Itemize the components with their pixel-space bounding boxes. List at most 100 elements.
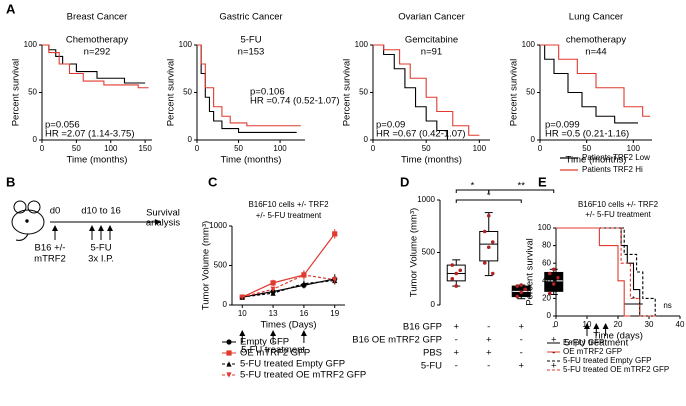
marker bbox=[332, 231, 338, 237]
marker bbox=[270, 290, 276, 296]
sig-label: * bbox=[487, 191, 491, 202]
data-point bbox=[490, 271, 495, 276]
survival-curve bbox=[540, 44, 638, 124]
y-tick-label: 80 bbox=[542, 241, 551, 250]
y-tick-label: 100 bbox=[24, 40, 38, 49]
sig-bracket bbox=[455, 199, 522, 203]
data-point bbox=[551, 267, 556, 272]
y-axis-label: Percent survival bbox=[11, 59, 22, 127]
diagram-label: 5-FU bbox=[90, 243, 111, 254]
marker bbox=[270, 280, 276, 286]
survival-curve bbox=[556, 227, 659, 317]
panel-label: D bbox=[400, 174, 409, 189]
legend-label: Patients TRF2 Low bbox=[582, 153, 650, 162]
diagram-label: Survival bbox=[146, 208, 180, 219]
y-tick-label: 50 bbox=[28, 88, 37, 97]
x-tick-label: 100 bbox=[473, 144, 487, 153]
survival-curve bbox=[197, 44, 297, 133]
data-point bbox=[523, 287, 528, 292]
chart-title: B16F10 cells +/- TRF2 bbox=[248, 200, 329, 209]
table-cell: - bbox=[552, 348, 555, 359]
x-axis-label: Time (months) bbox=[221, 155, 282, 166]
table-row-label: B16 GFP bbox=[403, 322, 442, 333]
table-cell: - bbox=[487, 322, 490, 333]
diagram-label: analysis bbox=[146, 218, 181, 229]
survival-curve bbox=[373, 44, 459, 141]
chart-subtitle: Chemotherapy bbox=[66, 35, 129, 46]
table-cell: + bbox=[518, 361, 524, 372]
stat-annotation: HR =0.67 (0.42-1.07) bbox=[376, 129, 466, 140]
table-cell: - bbox=[520, 335, 523, 346]
chart-title: Ovarian Cancer bbox=[398, 12, 465, 23]
y-axis-label: Percent survival bbox=[166, 59, 177, 127]
stat-annotation: p=0.099 bbox=[545, 120, 580, 131]
y-tick-label: 1000 bbox=[209, 221, 227, 230]
survival-curve bbox=[197, 44, 301, 127]
y-tick-label: 50 bbox=[526, 88, 535, 97]
y-axis-label: Percent survival bbox=[525, 238, 536, 306]
x-tick-label: 20 bbox=[614, 320, 623, 329]
table-cell: - bbox=[552, 322, 555, 333]
table-cell: + bbox=[486, 348, 492, 359]
x-tick-label: 50 bbox=[582, 144, 591, 153]
y-tick-label: 0 bbox=[531, 135, 536, 144]
legend-label: Empty GFP bbox=[563, 338, 604, 347]
stat-annotation: p=0.09 bbox=[376, 120, 405, 131]
diagram-label: B16 +/- bbox=[35, 243, 66, 254]
data-point bbox=[454, 284, 459, 288]
y-tick-label: 20 bbox=[542, 294, 551, 303]
stat-annotation: HR =2.07 (1.14-3.75) bbox=[45, 129, 135, 140]
chart-title: Gastric Cancer bbox=[219, 12, 282, 23]
data-point bbox=[515, 284, 520, 288]
y-tick-label: 50 bbox=[183, 88, 192, 97]
legend-label: 5-FU treated Empty GFP bbox=[240, 359, 345, 370]
series-line bbox=[242, 274, 335, 298]
marker bbox=[301, 281, 307, 287]
chart-n: n=44 bbox=[585, 47, 606, 58]
y-tick-label: 0 bbox=[33, 135, 38, 144]
y-tick-label: 50 bbox=[359, 88, 368, 97]
chart-subtitle: +/- 5-FU treatment bbox=[585, 210, 651, 219]
panel-label: A bbox=[6, 1, 16, 16]
legend-label: Patients TRF2 Hi bbox=[582, 165, 643, 174]
x-tick-label: 100 bbox=[627, 144, 641, 153]
survival-curve bbox=[556, 227, 631, 317]
y-tick-label: 0 bbox=[223, 300, 228, 309]
data-point bbox=[547, 291, 552, 296]
y-axis-label: Tumor Volume (mm³) bbox=[409, 208, 420, 297]
data-point bbox=[515, 294, 520, 299]
diagram-label: d10 to 16 bbox=[81, 206, 121, 217]
x-tick-label: 13 bbox=[269, 309, 278, 318]
stat-annotation: p=0.106 bbox=[250, 87, 285, 98]
table-row-label: 5-FU bbox=[421, 361, 442, 372]
data-point bbox=[551, 282, 556, 286]
x-tick-label: 0 bbox=[538, 144, 543, 153]
x-axis-label: Time (months) bbox=[67, 155, 128, 166]
legend-label: 5-FU treated OE mTRF2 GFP bbox=[563, 365, 669, 374]
stat-annotation: HR =0.5 (0.21-1.16) bbox=[545, 129, 629, 140]
x-tick-label: 0 bbox=[554, 320, 559, 329]
y-tick-label: 60 bbox=[542, 258, 551, 267]
legend-label: Empty GFP bbox=[240, 337, 289, 348]
chart-title: B16F10 cells +/- TRF2 bbox=[578, 200, 659, 209]
sig-label: ** bbox=[518, 181, 526, 192]
marker bbox=[239, 294, 245, 300]
legend-marker bbox=[226, 361, 232, 367]
x-tick-label: 10 bbox=[238, 309, 247, 318]
table-cell: - bbox=[455, 361, 458, 372]
survival-curve bbox=[556, 227, 649, 317]
sig-bracket bbox=[488, 189, 555, 193]
chart-subtitle: chemotherapy bbox=[566, 35, 626, 46]
sig-label: * bbox=[471, 181, 475, 192]
data-point bbox=[482, 261, 487, 265]
data-point bbox=[486, 245, 491, 250]
stat-annotation: HR =0.74 (0.52-1.07) bbox=[250, 96, 340, 107]
x-tick-label: 40 bbox=[676, 320, 685, 329]
marker bbox=[270, 286, 276, 292]
y-tick-label: 500 bbox=[214, 261, 228, 270]
series-line bbox=[242, 279, 335, 298]
table-cell: + bbox=[486, 335, 492, 346]
data-point bbox=[450, 263, 455, 267]
table-cell: + bbox=[453, 322, 459, 333]
data-point bbox=[454, 271, 459, 276]
